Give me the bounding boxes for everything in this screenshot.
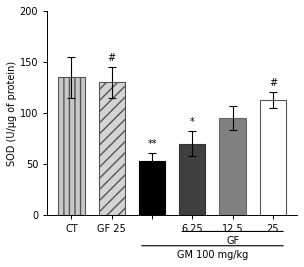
Bar — [219, 118, 246, 215]
Text: *: * — [190, 117, 195, 127]
Bar — [260, 100, 286, 215]
Y-axis label: SOD (U/μg of protein): SOD (U/μg of protein) — [7, 60, 17, 166]
Text: GF: GF — [226, 235, 239, 246]
Text: #: # — [269, 77, 277, 88]
Bar — [179, 144, 206, 215]
Bar — [58, 77, 85, 215]
Text: #: # — [108, 53, 116, 63]
Bar — [98, 83, 125, 215]
Text: **: ** — [147, 139, 157, 149]
Text: GM 100 mg/kg: GM 100 mg/kg — [177, 250, 248, 260]
Bar — [139, 161, 165, 215]
